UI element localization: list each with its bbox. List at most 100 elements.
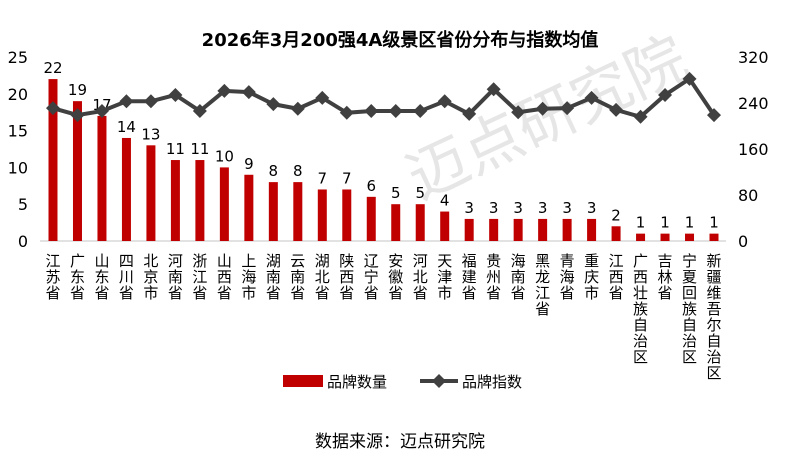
x-tick-label: 北京市 (143, 252, 158, 302)
line-series (52, 76, 716, 120)
line-marker (119, 94, 134, 109)
bar (366, 196, 376, 241)
x-tick-label: 广东省 (70, 252, 85, 302)
x-tick-label: 上海市 (241, 252, 256, 302)
x-tick-label: 山西省 (217, 252, 232, 302)
bar (538, 218, 548, 241)
bar-data-label: 3 (562, 199, 572, 217)
watermark: 迈点研究院 (397, 23, 698, 213)
x-tick-label: 宁夏回族自治区 (682, 252, 697, 366)
x-tick-label: 河北省 (413, 252, 428, 302)
bar-data-label: 7 (342, 169, 352, 187)
x-tick-label: 江苏省 (45, 252, 60, 302)
bar-data-label: 14 (117, 118, 136, 136)
line-marker (633, 109, 648, 124)
line-marker (584, 90, 599, 105)
bar (48, 79, 58, 241)
line-marker (609, 102, 624, 117)
line-marker (511, 105, 526, 120)
bar (293, 182, 303, 241)
bar (709, 233, 719, 241)
x-tick-label: 吉林省 (658, 252, 673, 302)
x-tick-label: 青海省 (560, 252, 575, 302)
bar-data-label: 3 (464, 199, 474, 217)
line-marker (658, 87, 673, 102)
bar-data-label: 13 (141, 125, 160, 143)
bar-data-label: 8 (269, 162, 279, 180)
bar (121, 137, 131, 241)
x-tick-label: 湖南省 (266, 252, 281, 302)
right-tick-label: 0 (738, 232, 748, 251)
line-marker (192, 104, 207, 119)
bar-data-label: 6 (366, 177, 376, 195)
right-tick-label: 80 (738, 186, 758, 205)
bar (685, 233, 695, 241)
line-marker (290, 101, 305, 116)
left-tick-label: 20 (8, 85, 28, 104)
bar-data-label: 22 (43, 59, 62, 77)
line-marker (168, 87, 183, 102)
x-tick-label: 福建省 (462, 252, 477, 302)
bar-data-label: 5 (391, 184, 401, 202)
bar (244, 174, 254, 241)
x-tick-label: 广西壮族自治区 (633, 252, 648, 366)
right-tick-label: 240 (738, 94, 769, 113)
bar-data-label: 1 (709, 214, 719, 232)
line-marker (535, 101, 550, 116)
x-tick-label: 辽宁省 (364, 252, 379, 302)
bar-data-label: 10 (215, 147, 234, 165)
line-marker (217, 83, 232, 98)
bar-data-label: 3 (538, 199, 548, 217)
bar-data-label: 5 (415, 184, 425, 202)
line-marker (437, 94, 452, 109)
x-tick-label: 新疆维吾尔自治区 (706, 252, 721, 382)
bar-data-label: 9 (244, 155, 254, 173)
bar-data-label: 8 (293, 162, 303, 180)
bar-data-label: 1 (685, 214, 695, 232)
bar (391, 204, 401, 241)
left-tick-label: 10 (8, 158, 28, 177)
x-tick-label: 河南省 (168, 252, 183, 302)
bar-data-label: 11 (190, 140, 209, 158)
bar-data-label: 7 (318, 169, 328, 187)
bar (219, 167, 229, 241)
line-marker (339, 105, 354, 120)
bar (636, 233, 646, 241)
bar-data-label: 4 (440, 192, 450, 210)
bar (97, 115, 107, 241)
bar-data-label: 2 (611, 206, 621, 224)
line-marker (486, 82, 501, 97)
line-marker (682, 71, 697, 86)
legend-bar-swatch (283, 375, 323, 387)
x-tick-label: 陕西省 (339, 252, 354, 302)
bar (611, 226, 621, 241)
line-marker (241, 85, 256, 100)
left-tick-label: 0 (18, 232, 28, 251)
legend-label: 品牌指数 (462, 373, 522, 391)
legend-line-marker (432, 374, 446, 388)
bar (195, 160, 205, 241)
bar-data-label: 19 (68, 81, 87, 99)
line-marker (266, 97, 281, 112)
bar (415, 204, 425, 241)
bar (464, 218, 474, 241)
left-tick-label: 5 (18, 195, 28, 214)
x-tick-label: 湖北省 (315, 252, 330, 302)
bar (440, 211, 450, 241)
x-tick-label: 山东省 (94, 252, 109, 302)
x-tick-label: 黑龙江省 (535, 252, 550, 318)
bar-data-label: 1 (660, 214, 670, 232)
bar-data-label: 11 (166, 140, 185, 158)
line-marker (315, 90, 330, 105)
right-tick-label: 320 (738, 48, 769, 67)
bar (268, 182, 278, 241)
source-note: 数据来源：迈点研究院 (315, 432, 485, 452)
x-tick-label: 浙江省 (192, 252, 207, 302)
bar-data-label: 3 (489, 199, 499, 217)
bar (587, 218, 597, 241)
bar (342, 189, 352, 241)
x-tick-label: 云南省 (290, 252, 305, 302)
line-marker (364, 104, 379, 119)
